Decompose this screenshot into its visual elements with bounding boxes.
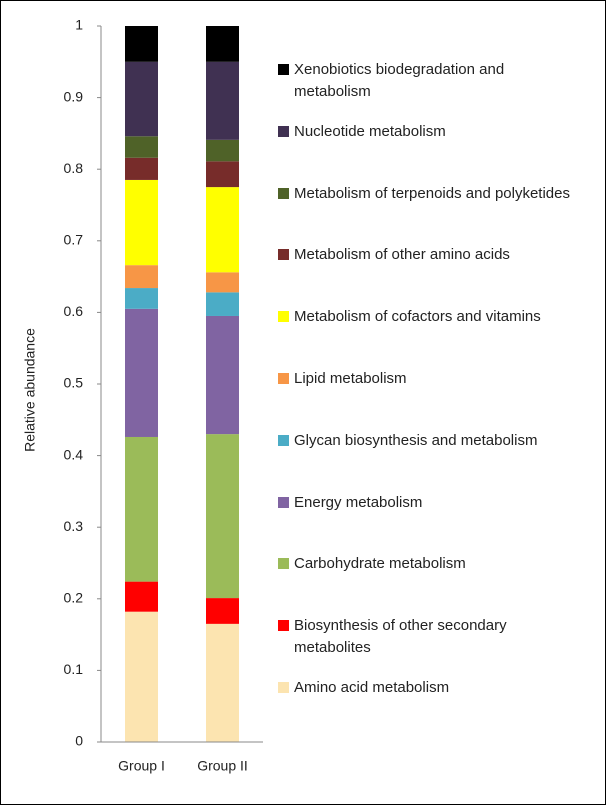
legend-swatch [278, 249, 289, 261]
legend-swatch [278, 311, 289, 323]
x-tick-label: Group I [118, 758, 165, 774]
bar-segment [125, 179, 158, 266]
legend-label: Biosynthesis of other secondary metaboli… [294, 617, 507, 657]
legend-swatch [278, 558, 289, 570]
y-tick-label: 0.6 [64, 303, 84, 319]
legend-swatch [278, 373, 289, 384]
y-tick-label: 0.3 [64, 518, 84, 534]
bar-segment [125, 288, 158, 309]
y-tick-label: 0.5 [64, 375, 84, 391]
legend-swatch [278, 682, 289, 693]
legend-item: Glycan biosynthesis and metabolism [278, 430, 578, 452]
bar-segment [125, 26, 158, 62]
legend-label: Metabolism of cofactors and vitamins [294, 308, 541, 326]
legend-swatch [278, 620, 289, 632]
bar-segment [206, 598, 239, 624]
legend-item: Metabolism of cofactors and vitamins [278, 306, 578, 328]
legend-label: Energy metabolism [294, 493, 423, 511]
legend-label: Glycan biosynthesis and metabolism [294, 431, 538, 449]
legend-swatch [278, 64, 289, 75]
legend-item: Metabolism of other amino acids [278, 244, 578, 266]
legend-label: Amino acid metabolism [294, 679, 450, 696]
bar-segment [125, 611, 158, 742]
bar-segment [125, 61, 158, 137]
bar-segment [206, 61, 239, 140]
bar-segment [206, 272, 239, 293]
y-tick-label: 0.8 [64, 160, 84, 176]
bar-segment [206, 623, 239, 742]
legend-item: Metabolism of terpenoids and polyketides [278, 183, 578, 205]
legend-item: Biosynthesis of other secondary metaboli… [278, 615, 578, 659]
bar-segment [125, 436, 158, 582]
bar-segment [125, 136, 158, 158]
y-axis-label: Relative abundance [22, 328, 38, 452]
legend-label: Nucleotide metabolism [294, 122, 446, 140]
y-tick-label: 0.1 [64, 661, 84, 677]
bar-segment [206, 292, 239, 316]
y-tick-label: 0.4 [64, 446, 84, 462]
legend-swatch [278, 187, 289, 199]
legend-item: Carbohydrate metabolism [278, 553, 578, 575]
legend-label: Carbohydrate metabolism [294, 555, 466, 573]
y-tick-label: 1 [75, 17, 83, 33]
y-tick-label: 0.2 [64, 590, 84, 606]
x-tick-label: Group II [197, 758, 248, 774]
legend-label: Xenobiotics biodegradation and metabolis… [294, 61, 505, 100]
legend-label: Metabolism of terpenoids and polyketides [294, 184, 570, 202]
legend-swatch [278, 496, 289, 508]
legend-label: Metabolism of other amino acids [294, 246, 510, 264]
bar-segment [206, 161, 239, 188]
bar-segment [125, 157, 158, 180]
legend-item: Energy metabolism [278, 492, 578, 514]
bar-segment [206, 139, 239, 162]
bar-segment [206, 26, 239, 62]
legend-item: Lipid metabolism [278, 368, 578, 390]
bar-segment [125, 265, 158, 289]
legend-label: Lipid metabolism [294, 370, 407, 387]
bar-segment [206, 315, 239, 435]
y-tick-label: 0.9 [64, 88, 84, 104]
legend-item: Xenobiotics biodegradation and metabolis… [278, 59, 578, 103]
bar-segment [125, 308, 158, 437]
y-tick-label: 0.7 [64, 232, 84, 248]
legend-swatch [278, 434, 289, 446]
legend-swatch [278, 125, 289, 137]
bar-segment [125, 581, 158, 612]
legend-item: Nucleotide metabolism [278, 121, 578, 143]
bar-segment [206, 187, 239, 273]
legend-item: Amino acid metabolism [278, 677, 578, 699]
bar-segment [206, 434, 239, 599]
y-tick-label: 0 [75, 733, 83, 749]
